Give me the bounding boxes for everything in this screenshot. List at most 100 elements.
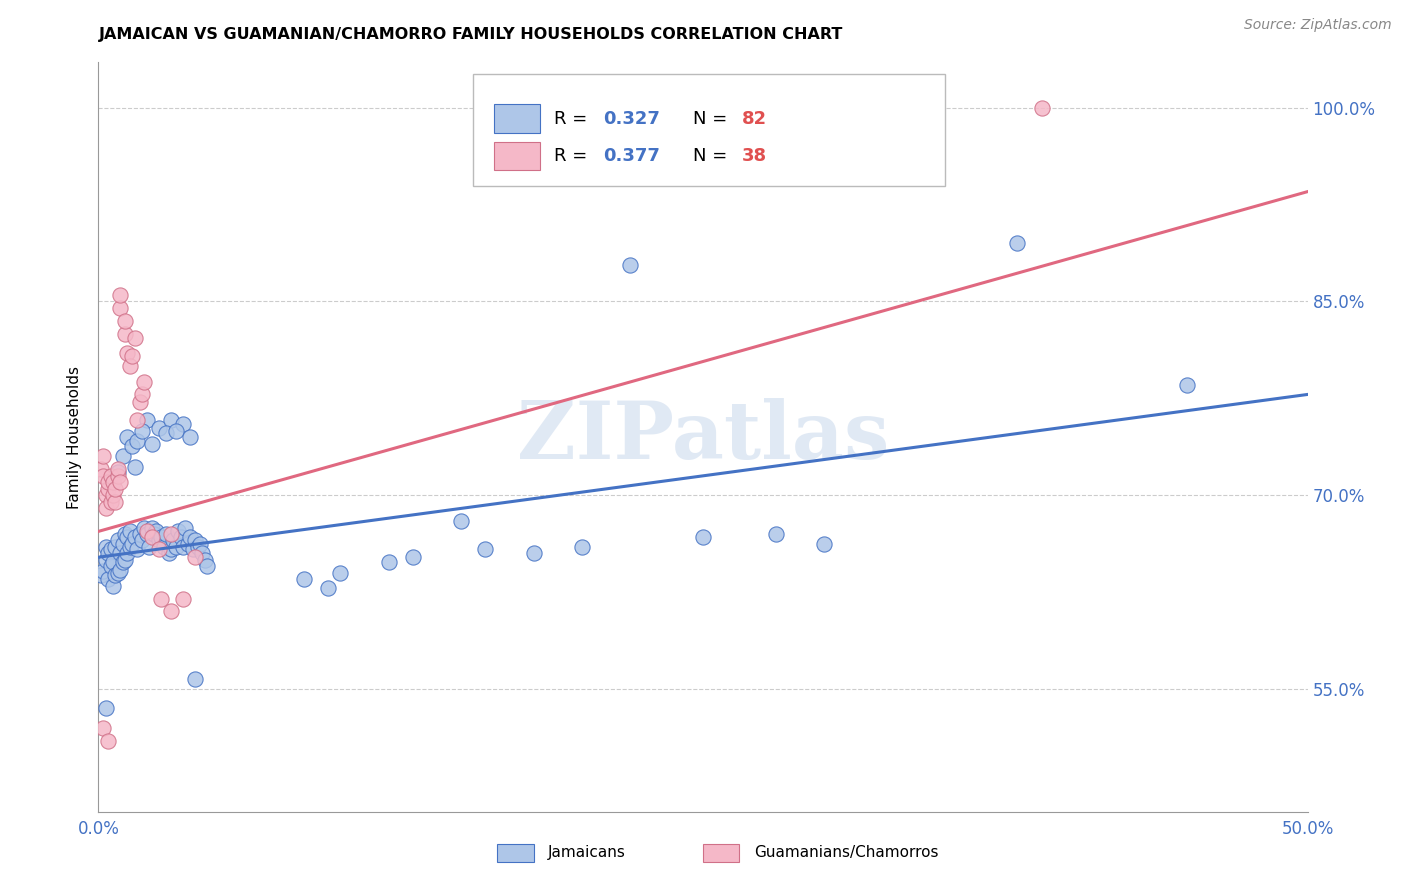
Point <box>160 542 183 557</box>
Point <box>101 579 124 593</box>
Point <box>188 537 211 551</box>
Point <box>145 524 167 539</box>
Point <box>94 540 117 554</box>
Point <box>117 346 139 360</box>
Point <box>101 475 124 490</box>
Bar <box>703 844 740 863</box>
Point <box>402 550 425 565</box>
Point <box>179 430 201 444</box>
Point <box>97 482 120 496</box>
Point <box>118 359 141 373</box>
Point <box>108 563 131 577</box>
Point <box>329 566 352 580</box>
Text: R =: R = <box>554 147 593 165</box>
Point <box>91 468 114 483</box>
Point <box>169 530 191 544</box>
Point <box>150 530 173 544</box>
Point <box>135 527 157 541</box>
Text: N =: N = <box>693 110 734 128</box>
Point <box>100 559 122 574</box>
Point <box>181 542 204 557</box>
Point <box>104 482 127 496</box>
Point <box>107 468 129 483</box>
Point <box>377 555 399 569</box>
Point <box>97 733 120 747</box>
Bar <box>494 104 540 133</box>
Point <box>184 672 207 686</box>
Point <box>111 450 134 464</box>
Point <box>114 553 136 567</box>
Point <box>813 537 835 551</box>
Point <box>150 591 173 606</box>
Point <box>107 465 129 479</box>
Text: 82: 82 <box>742 110 766 128</box>
Point <box>127 434 149 448</box>
Point <box>108 301 131 315</box>
Point <box>94 701 117 715</box>
Point <box>108 288 131 302</box>
Point <box>94 553 117 567</box>
Text: JAMAICAN VS GUAMANIAN/CHAMORRO FAMILY HOUSEHOLDS CORRELATION CHART: JAMAICAN VS GUAMANIAN/CHAMORRO FAMILY HO… <box>98 27 842 42</box>
Point <box>91 565 114 579</box>
Point <box>118 540 141 554</box>
Point <box>155 527 177 541</box>
Point <box>1175 378 1198 392</box>
Point <box>316 581 339 595</box>
Point <box>124 330 146 344</box>
Bar <box>494 142 540 170</box>
Text: 0.327: 0.327 <box>603 110 659 128</box>
Point <box>167 524 190 539</box>
Point <box>108 546 131 560</box>
Point <box>121 439 143 453</box>
Text: ZIPatlas: ZIPatlas <box>517 398 889 476</box>
Point <box>108 475 131 490</box>
Point <box>450 514 472 528</box>
Point <box>104 568 127 582</box>
Point <box>90 568 112 582</box>
Point <box>107 533 129 548</box>
Text: 0.377: 0.377 <box>603 147 659 165</box>
Point <box>124 530 146 544</box>
Point <box>97 475 120 490</box>
Point <box>128 527 150 541</box>
Point <box>91 450 114 464</box>
Point <box>177 537 200 551</box>
Text: Jamaicans: Jamaicans <box>548 846 626 861</box>
Point <box>692 530 714 544</box>
Text: N =: N = <box>693 147 734 165</box>
Point <box>162 533 184 548</box>
Point <box>148 421 170 435</box>
Point <box>165 540 187 554</box>
Point <box>160 413 183 427</box>
Point <box>160 527 183 541</box>
Point <box>135 413 157 427</box>
Point <box>128 395 150 409</box>
Point <box>184 533 207 548</box>
Point <box>172 540 194 554</box>
Point <box>121 537 143 551</box>
Point <box>191 546 214 560</box>
Point <box>118 524 141 539</box>
Point <box>474 542 496 557</box>
Point <box>104 540 127 554</box>
Point <box>94 501 117 516</box>
Point <box>571 540 593 554</box>
Point <box>114 314 136 328</box>
Point <box>292 572 315 586</box>
Point <box>1031 101 1053 115</box>
Point <box>100 468 122 483</box>
Point <box>179 530 201 544</box>
Point <box>117 546 139 560</box>
Point <box>114 527 136 541</box>
Point <box>94 488 117 502</box>
Point <box>194 553 217 567</box>
Point <box>117 430 139 444</box>
Point <box>187 540 209 554</box>
Point <box>1007 236 1029 251</box>
Point <box>101 488 124 502</box>
Point <box>148 542 170 557</box>
Point <box>121 349 143 363</box>
FancyBboxPatch shape <box>474 74 945 186</box>
Point <box>174 520 197 534</box>
Point <box>91 721 114 735</box>
